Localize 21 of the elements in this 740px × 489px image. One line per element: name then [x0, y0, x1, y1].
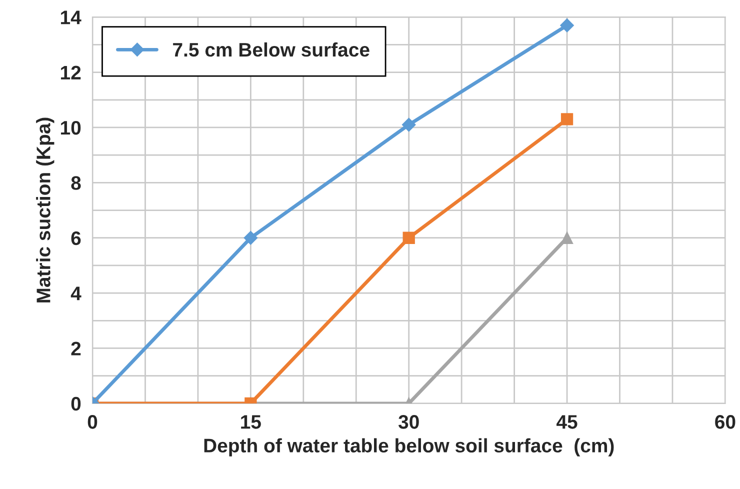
point: [560, 18, 574, 32]
y-tick-label: 4: [70, 286, 82, 300]
y-tick-label: 8: [71, 176, 81, 190]
x-tick-label: 45: [556, 415, 578, 429]
x-tick-label: 15: [241, 415, 261, 429]
y-tick-label: 14: [60, 10, 82, 24]
y-tick-label: 10: [60, 120, 81, 135]
x-tick-label: 60: [715, 415, 736, 429]
point: [402, 232, 415, 244]
point: [560, 113, 574, 126]
y-tick-label: 6: [71, 231, 81, 246]
y-tick-label: 2: [71, 342, 81, 356]
x-axis-title: Depth of water table below soil surface (cm): [204, 438, 614, 456]
y-tick-label: 0: [71, 396, 81, 411]
legend-label: 7.5 cm Below surface: [173, 42, 370, 57]
x-tick-label: 30: [398, 415, 419, 429]
y-tick-label: 12: [60, 66, 81, 80]
y-axis-title: Matric suction (Kpa): [36, 118, 54, 302]
x-tick-label: 0: [88, 415, 98, 429]
point: [402, 118, 416, 132]
point: [244, 230, 258, 245]
